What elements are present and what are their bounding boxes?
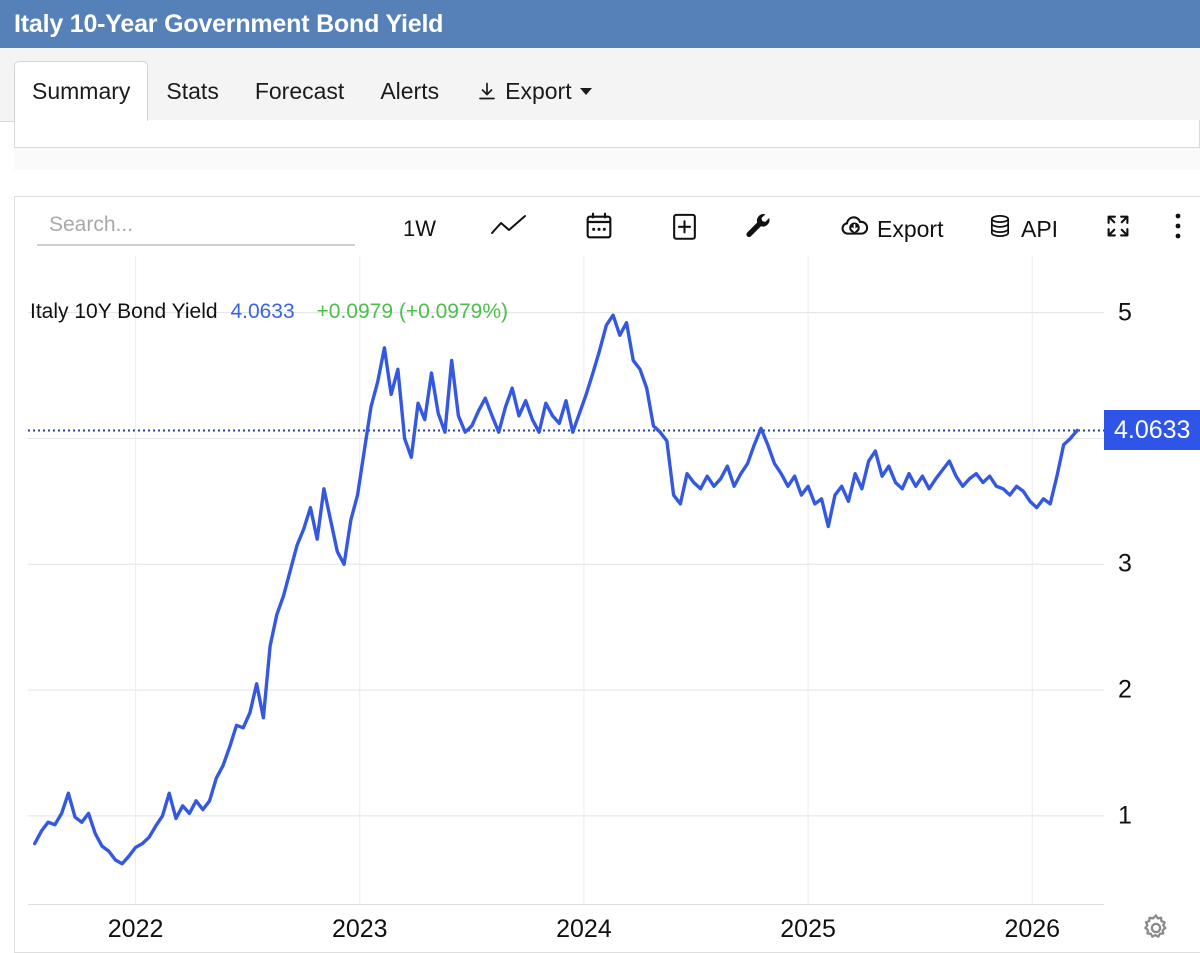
chevron-down-icon (579, 88, 592, 95)
tab-bar: Summary Stats Forecast Alerts Export (0, 48, 1200, 122)
tab-alerts-label: Alerts (380, 78, 440, 104)
fullscreen-icon (1103, 211, 1133, 247)
tab-forecast-label: Forecast (254, 78, 345, 104)
download-icon (475, 80, 499, 104)
date-range-button[interactable] (578, 209, 620, 249)
series-name: Italy 10Y Bond Yield (30, 300, 218, 323)
add-plus-icon (669, 211, 700, 248)
tab-stats[interactable]: Stats (148, 61, 236, 121)
chart-type-button[interactable] (487, 209, 531, 249)
api-button[interactable]: API (986, 209, 1058, 249)
page-title: Italy 10-Year Government Bond Yield (14, 9, 444, 38)
search-input[interactable] (37, 211, 355, 246)
tab-export-label: Export (505, 78, 572, 104)
fullscreen-button[interactable] (1097, 209, 1139, 249)
line-chart-icon (489, 213, 529, 245)
y-axis: 1 2 3 5 (1104, 256, 1200, 904)
series-change: +0.0979 (+0.0979%) (316, 300, 508, 323)
add-indicator-button[interactable] (663, 209, 705, 249)
more-vertical-icon (1174, 211, 1182, 247)
interval-label: 1W (403, 216, 436, 241)
tab-summary-label: Summary (32, 78, 131, 104)
x-axis-tick: 2022 (107, 915, 164, 943)
x-axis: 2022 2023 2024 2025 2026 (28, 904, 1104, 953)
database-icon (986, 212, 1014, 246)
settings-wrench-button[interactable] (737, 209, 779, 249)
api-button-label: API (1021, 215, 1059, 242)
interval-button[interactable]: 1W (403, 209, 436, 249)
series-legend: Italy 10Y Bond Yield 4.0633 +0.0979 (+0.… (30, 300, 508, 324)
chart-settings-gear-button[interactable] (1136, 910, 1176, 950)
y-axis-tick: 1 (1118, 801, 1132, 830)
chart-plot-area[interactable] (28, 256, 1104, 904)
x-axis-tick: 2023 (331, 915, 388, 943)
tab-export[interactable]: Export (457, 61, 609, 121)
x-axis-tick: 2025 (780, 915, 836, 943)
series-value: 4.0633 (230, 300, 295, 323)
x-axis-tick: 2024 (556, 915, 612, 943)
app-header: Italy 10-Year Government Bond Yield (0, 0, 1200, 48)
gear-icon (1140, 912, 1172, 949)
chart-toolbar: 1W (15, 197, 1200, 257)
y-axis-tick: 2 (1118, 675, 1132, 704)
chart-svg (28, 256, 1104, 904)
export-button[interactable]: Export (839, 209, 943, 249)
tab-forecast[interactable]: Forecast (237, 61, 362, 121)
content-panel-top (14, 120, 1200, 148)
tab-summary[interactable]: Summary (14, 61, 149, 121)
search-field-wrapper (37, 211, 355, 246)
x-axis-tick: 2026 (1004, 915, 1061, 943)
wrench-icon (742, 210, 774, 248)
tab-alerts[interactable]: Alerts (362, 61, 457, 121)
export-button-label: Export (877, 215, 944, 242)
current-price-label: 4.0633 (1114, 415, 1191, 444)
content-panel-strip (14, 148, 1200, 170)
cloud-download-icon (839, 211, 870, 248)
current-price-tag: 4.0633 (1104, 410, 1200, 451)
tab-stats-label: Stats (166, 78, 219, 104)
y-axis-tick: 5 (1118, 298, 1132, 327)
more-options-button[interactable] (1161, 209, 1195, 249)
y-axis-tick: 3 (1118, 549, 1132, 578)
calendar-icon (583, 210, 615, 248)
